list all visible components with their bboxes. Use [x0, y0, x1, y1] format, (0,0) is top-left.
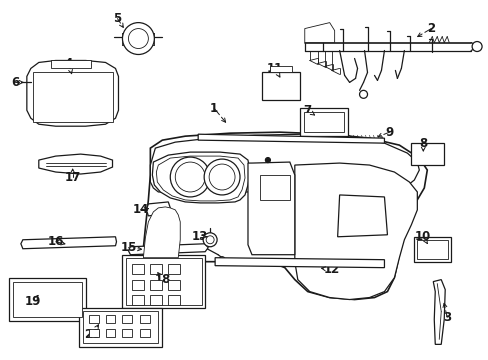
Text: 20: 20	[84, 328, 101, 341]
Polygon shape	[432, 280, 444, 345]
Polygon shape	[132, 264, 144, 274]
Polygon shape	[299, 108, 347, 136]
Polygon shape	[247, 162, 294, 255]
Polygon shape	[132, 294, 144, 305]
Circle shape	[265, 158, 270, 163]
Polygon shape	[39, 154, 112, 174]
Text: 2: 2	[427, 22, 434, 35]
Polygon shape	[262, 72, 299, 100]
Polygon shape	[122, 329, 132, 337]
Circle shape	[219, 257, 224, 263]
Polygon shape	[150, 280, 162, 289]
Polygon shape	[337, 195, 386, 237]
Circle shape	[471, 41, 481, 51]
Polygon shape	[150, 294, 162, 305]
Polygon shape	[9, 278, 85, 321]
Text: 3: 3	[442, 311, 450, 324]
Text: 11: 11	[266, 62, 283, 75]
Polygon shape	[132, 280, 144, 289]
Text: 9: 9	[385, 126, 393, 139]
Circle shape	[128, 28, 148, 49]
Text: 19: 19	[24, 295, 41, 308]
Polygon shape	[33, 72, 112, 122]
Polygon shape	[215, 258, 384, 268]
Text: 7: 7	[303, 104, 311, 117]
Polygon shape	[21, 237, 116, 249]
Polygon shape	[416, 240, 447, 259]
Polygon shape	[51, 60, 90, 68]
Text: 12: 12	[323, 263, 339, 276]
Polygon shape	[79, 307, 162, 347]
Polygon shape	[122, 255, 205, 307]
Text: 13: 13	[192, 230, 208, 243]
Polygon shape	[150, 264, 162, 274]
Text: 15: 15	[120, 241, 136, 254]
Polygon shape	[142, 132, 427, 300]
Text: 1: 1	[210, 102, 218, 115]
Text: 5: 5	[113, 12, 122, 25]
Polygon shape	[304, 23, 334, 42]
Polygon shape	[88, 315, 99, 323]
Polygon shape	[105, 315, 115, 323]
Polygon shape	[27, 60, 118, 126]
Polygon shape	[140, 329, 150, 337]
Polygon shape	[260, 175, 289, 200]
Circle shape	[203, 159, 240, 195]
Polygon shape	[410, 143, 443, 165]
Circle shape	[206, 236, 214, 244]
Text: 4: 4	[64, 57, 73, 70]
Text: 16: 16	[47, 235, 64, 248]
Polygon shape	[140, 315, 150, 323]
Polygon shape	[156, 156, 244, 201]
Polygon shape	[13, 282, 81, 318]
Circle shape	[122, 23, 154, 54]
Polygon shape	[168, 294, 180, 305]
Polygon shape	[143, 207, 180, 258]
Polygon shape	[168, 264, 180, 274]
Polygon shape	[294, 163, 416, 300]
Polygon shape	[126, 258, 202, 305]
Polygon shape	[269, 67, 291, 72]
Polygon shape	[105, 329, 115, 337]
Polygon shape	[150, 134, 419, 193]
Text: 8: 8	[418, 137, 427, 150]
Text: 10: 10	[414, 230, 430, 243]
Circle shape	[203, 233, 217, 247]
Polygon shape	[168, 280, 180, 289]
Text: 18: 18	[155, 273, 171, 286]
Text: 14: 14	[132, 203, 148, 216]
Polygon shape	[198, 134, 384, 143]
Circle shape	[209, 164, 235, 190]
Polygon shape	[146, 202, 170, 216]
Polygon shape	[82, 311, 158, 343]
Polygon shape	[152, 152, 249, 203]
Text: 17: 17	[64, 171, 81, 184]
Circle shape	[170, 157, 210, 197]
Polygon shape	[413, 237, 450, 262]
Text: 6: 6	[11, 76, 19, 89]
Polygon shape	[303, 112, 343, 132]
Polygon shape	[128, 244, 208, 255]
Circle shape	[175, 162, 205, 192]
Polygon shape	[122, 315, 132, 323]
Polygon shape	[88, 329, 99, 337]
Circle shape	[359, 90, 367, 98]
